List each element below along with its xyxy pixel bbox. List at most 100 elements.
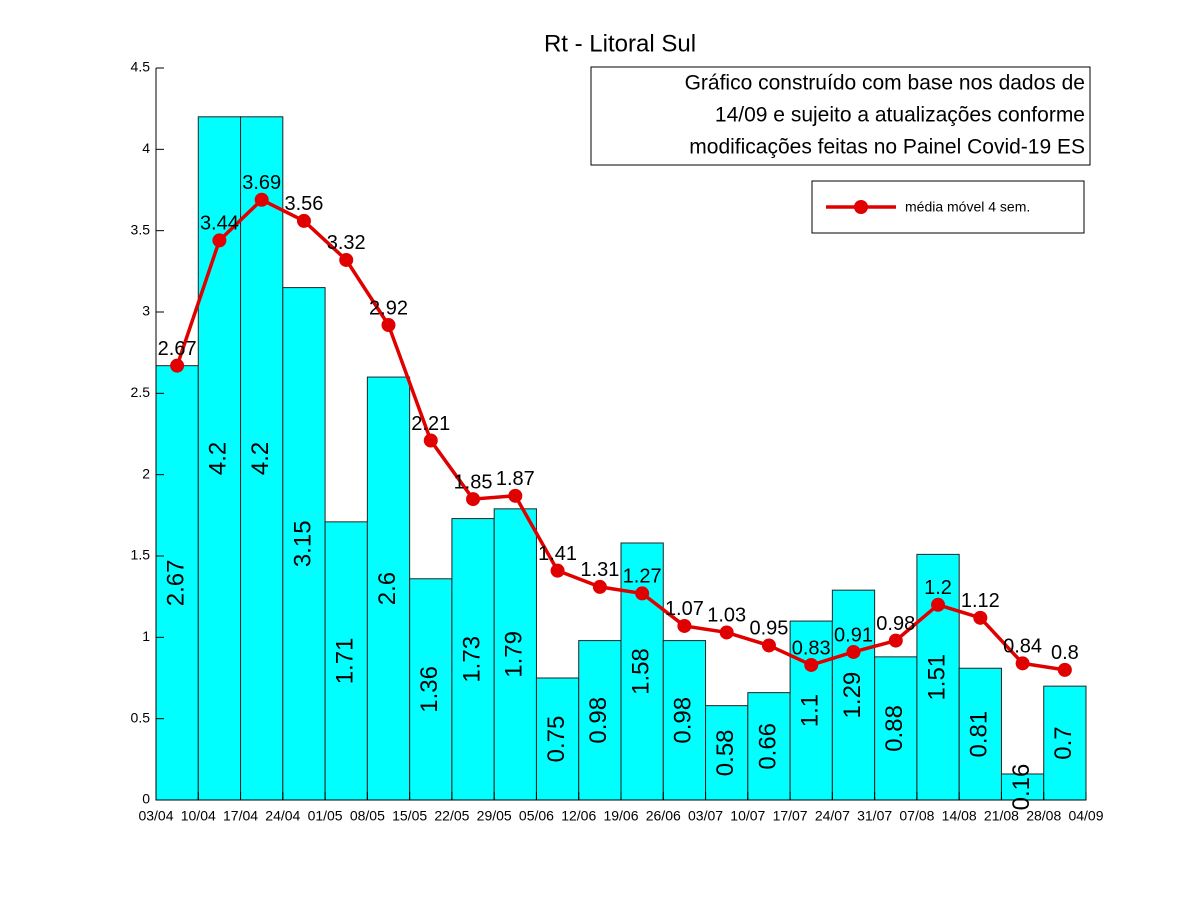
point-value-label: 0.95 bbox=[749, 618, 788, 640]
point-value-label: 0.8 bbox=[1051, 642, 1079, 664]
marker bbox=[423, 433, 438, 448]
bar bbox=[366, 376, 411, 801]
point-value-label: 3.69 bbox=[242, 172, 281, 194]
bar bbox=[324, 521, 368, 801]
point-value-label: 0.84 bbox=[1003, 636, 1042, 658]
marker bbox=[635, 586, 650, 601]
x-tick-label: 10/04 bbox=[181, 808, 216, 824]
marker bbox=[254, 192, 269, 207]
bar-value-label: 0.58 bbox=[712, 729, 739, 776]
bar-value-label: 0.75 bbox=[543, 716, 570, 763]
y-tick-label: 1 bbox=[142, 628, 150, 644]
bar bbox=[240, 116, 284, 801]
marker bbox=[761, 638, 776, 653]
annotation-line: modificações feitas no Painel Covid-19 E… bbox=[689, 136, 1085, 159]
x-tick-label: 29/05 bbox=[477, 808, 512, 824]
annotation-line: Gráfico construído com base nos dados de bbox=[685, 72, 1085, 95]
y-tick-label: 1.5 bbox=[131, 547, 151, 563]
x-tick-label: 24/07 bbox=[815, 808, 850, 824]
bar bbox=[1000, 773, 1045, 801]
y-tick-label: 2.5 bbox=[131, 384, 151, 400]
point-value-label: 1.03 bbox=[707, 605, 746, 627]
y-tick-label: 0.5 bbox=[131, 709, 151, 725]
x-tick-label: 03/04 bbox=[138, 808, 173, 824]
point-value-label: 2.92 bbox=[369, 297, 408, 319]
bar-value-label: 0.98 bbox=[585, 697, 612, 744]
x-tick-label: 31/07 bbox=[857, 808, 892, 824]
marker bbox=[1057, 662, 1072, 677]
bar-value-label: 2.6 bbox=[374, 572, 401, 605]
bar-value-label: 1.36 bbox=[416, 666, 443, 713]
bar bbox=[197, 116, 242, 801]
marker bbox=[1015, 656, 1030, 671]
bar-value-label: 2.67 bbox=[162, 559, 189, 606]
x-tick-label: 04/09 bbox=[1068, 808, 1103, 824]
bar-value-label: 1.79 bbox=[501, 631, 528, 678]
bar bbox=[874, 656, 918, 801]
marker bbox=[846, 644, 861, 659]
x-tick-label: 17/04 bbox=[223, 808, 258, 824]
y-tick-label: 3.5 bbox=[131, 221, 151, 237]
bar bbox=[451, 518, 495, 801]
marker bbox=[212, 233, 227, 248]
y-tick-label: 4 bbox=[142, 140, 150, 156]
point-value-label: 1.87 bbox=[496, 468, 535, 490]
y-tick-label: 0 bbox=[142, 791, 150, 807]
bar-value-label: 0.16 bbox=[1008, 764, 1035, 811]
bar bbox=[916, 553, 960, 801]
x-tick-label: 19/06 bbox=[603, 808, 638, 824]
marker bbox=[170, 358, 185, 373]
bar bbox=[620, 542, 664, 801]
point-value-label: 1.31 bbox=[580, 559, 619, 581]
line bbox=[175, 197, 1066, 672]
y-tick-label: 3 bbox=[142, 303, 150, 319]
bar-value-label: 4.2 bbox=[247, 442, 274, 475]
bar-value-label: 1.58 bbox=[627, 648, 654, 695]
marker bbox=[719, 625, 734, 640]
marker bbox=[381, 318, 396, 333]
point-value-label: 3.56 bbox=[284, 193, 323, 215]
x-tick-label: 10/07 bbox=[730, 808, 765, 824]
point-value-label: 2.67 bbox=[158, 338, 197, 360]
marker bbox=[296, 213, 311, 228]
bar bbox=[789, 620, 833, 801]
marker bbox=[931, 597, 946, 612]
point-value-label: 1.41 bbox=[538, 543, 577, 565]
bar bbox=[958, 667, 1002, 801]
y-tick-label: 4.5 bbox=[131, 59, 151, 75]
point-value-label: 1.85 bbox=[454, 471, 493, 493]
annotation-line: 14/09 e sujeito a atualizações conforme bbox=[715, 104, 1085, 127]
bar-value-label: 1.71 bbox=[332, 638, 359, 685]
x-tick-label: 24/04 bbox=[265, 808, 300, 824]
annotation-box bbox=[590, 66, 1091, 166]
bar-value-label: 0.81 bbox=[966, 711, 993, 758]
point-value-label: 1.12 bbox=[961, 590, 1000, 612]
x-tick-label: 21/08 bbox=[984, 808, 1019, 824]
point-value-label: 0.83 bbox=[792, 637, 831, 659]
point-value-label: 0.91 bbox=[834, 624, 873, 646]
marker bbox=[466, 492, 481, 507]
bar bbox=[282, 287, 326, 801]
bar-value-label: 1.29 bbox=[839, 672, 866, 719]
x-tick-label: 01/05 bbox=[308, 808, 343, 824]
point-value-label: 1.27 bbox=[623, 566, 662, 588]
x-tick-label: 22/05 bbox=[434, 808, 469, 824]
bar bbox=[155, 365, 199, 801]
bar-value-label: 1.51 bbox=[923, 654, 950, 701]
x-tick-label: 15/05 bbox=[392, 808, 427, 824]
chart-title: Rt - Litoral Sul bbox=[544, 30, 696, 57]
legend-label: média móvel 4 sem. bbox=[905, 199, 1030, 215]
x-tick-label: 05/06 bbox=[519, 808, 554, 824]
bar-value-label: 0.98 bbox=[670, 697, 697, 744]
point-value-label: 0.98 bbox=[876, 613, 915, 635]
bar-value-label: 3.15 bbox=[289, 520, 316, 567]
legend-marker bbox=[854, 200, 868, 214]
marker bbox=[550, 563, 565, 578]
point-value-label: 1.2 bbox=[924, 577, 952, 599]
point-value-label: 1.07 bbox=[665, 598, 704, 620]
x-tick-label: 28/08 bbox=[1026, 808, 1061, 824]
x-tick-label: 03/07 bbox=[688, 808, 723, 824]
x-tick-label: 26/06 bbox=[646, 808, 681, 824]
x-tick-label: 07/08 bbox=[899, 808, 934, 824]
